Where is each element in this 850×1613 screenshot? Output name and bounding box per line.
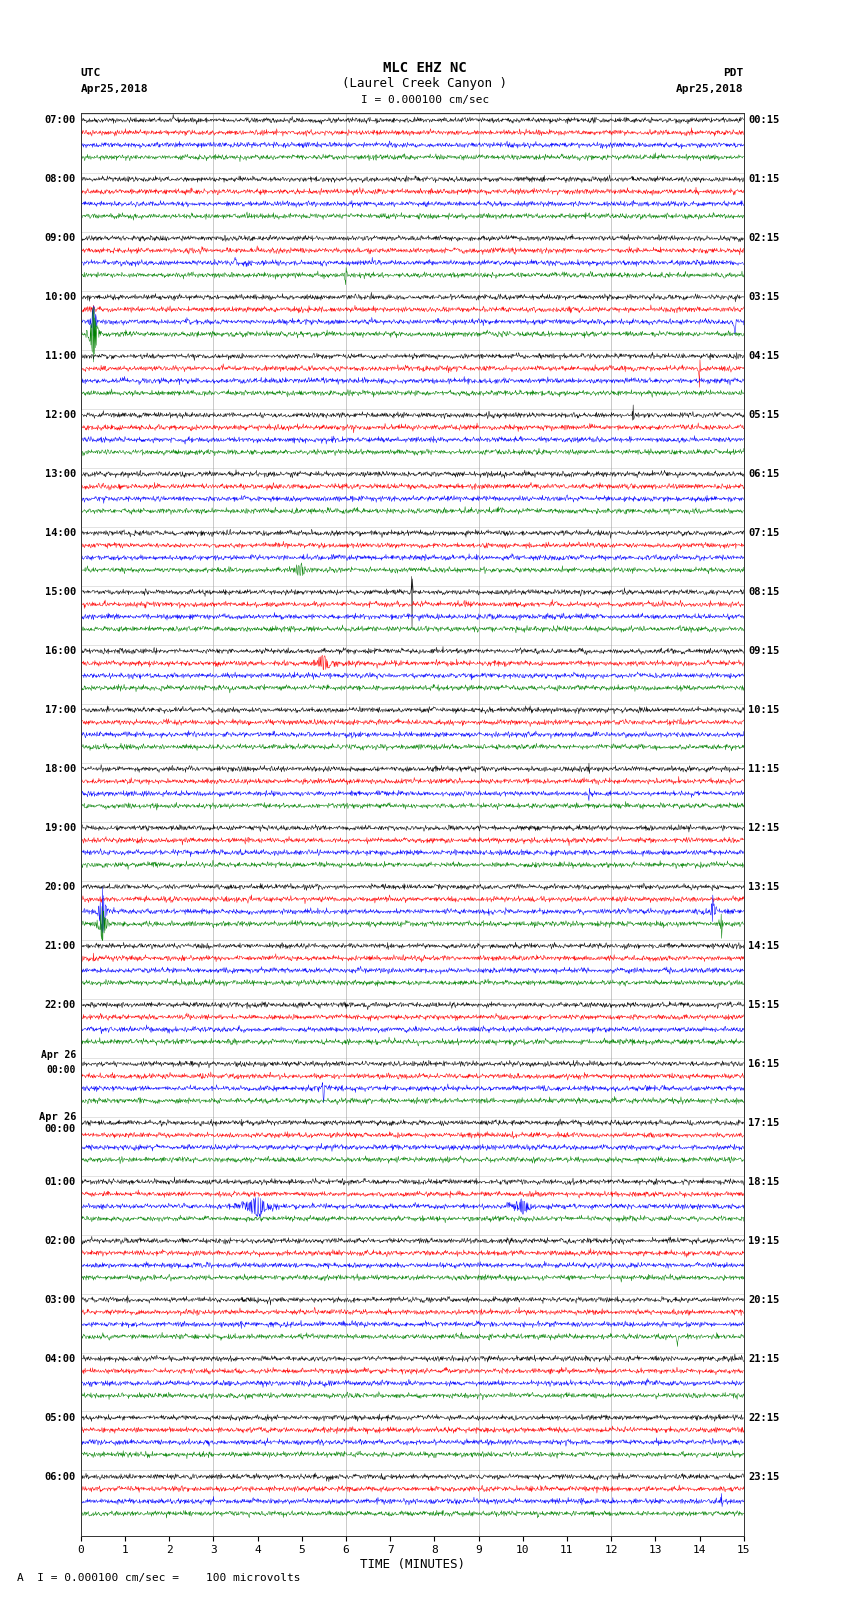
Text: 08:00: 08:00	[45, 174, 76, 184]
Text: 14:00: 14:00	[45, 527, 76, 539]
Text: 01:15: 01:15	[748, 174, 779, 184]
Text: 16:00: 16:00	[45, 647, 76, 656]
Text: 09:15: 09:15	[748, 647, 779, 656]
Text: 09:00: 09:00	[45, 234, 76, 244]
Text: 20:15: 20:15	[748, 1295, 779, 1305]
Text: 02:00: 02:00	[45, 1236, 76, 1245]
Text: 23:15: 23:15	[748, 1471, 779, 1482]
Text: 14:15: 14:15	[748, 940, 779, 952]
Text: (Laurel Creek Canyon ): (Laurel Creek Canyon )	[343, 77, 507, 90]
Text: A  I = 0.000100 cm/sec =    100 microvolts: A I = 0.000100 cm/sec = 100 microvolts	[17, 1573, 301, 1582]
Text: 17:00: 17:00	[45, 705, 76, 715]
Text: 01:00: 01:00	[45, 1177, 76, 1187]
Text: 13:00: 13:00	[45, 469, 76, 479]
Text: 07:00: 07:00	[45, 115, 76, 126]
Text: 06:00: 06:00	[45, 1471, 76, 1482]
Text: 00:15: 00:15	[748, 115, 779, 126]
Text: 16:15: 16:15	[748, 1058, 779, 1069]
Text: 10:15: 10:15	[748, 705, 779, 715]
Text: 02:15: 02:15	[748, 234, 779, 244]
Text: 21:00: 21:00	[45, 940, 76, 952]
Text: 21:15: 21:15	[748, 1353, 779, 1363]
Text: 15:00: 15:00	[45, 587, 76, 597]
Text: Apr25,2018: Apr25,2018	[81, 84, 148, 94]
Text: 10:00: 10:00	[45, 292, 76, 302]
Text: 19:15: 19:15	[748, 1236, 779, 1245]
Text: 03:00: 03:00	[45, 1295, 76, 1305]
X-axis label: TIME (MINUTES): TIME (MINUTES)	[360, 1558, 465, 1571]
Text: 04:00: 04:00	[45, 1353, 76, 1363]
Text: Apr 26: Apr 26	[41, 1050, 76, 1060]
Text: PDT: PDT	[723, 68, 744, 77]
Text: 22:15: 22:15	[748, 1413, 779, 1423]
Text: 08:15: 08:15	[748, 587, 779, 597]
Text: 18:15: 18:15	[748, 1177, 779, 1187]
Text: 00:00: 00:00	[47, 1065, 76, 1074]
Text: 07:15: 07:15	[748, 527, 779, 539]
Text: 11:15: 11:15	[748, 765, 779, 774]
Text: 20:00: 20:00	[45, 882, 76, 892]
Text: 05:00: 05:00	[45, 1413, 76, 1423]
Text: 13:15: 13:15	[748, 882, 779, 892]
Text: 05:15: 05:15	[748, 410, 779, 419]
Text: 03:15: 03:15	[748, 292, 779, 302]
Text: Apr 26
00:00: Apr 26 00:00	[38, 1111, 76, 1134]
Text: I = 0.000100 cm/sec: I = 0.000100 cm/sec	[361, 95, 489, 105]
Text: MLC EHZ NC: MLC EHZ NC	[383, 61, 467, 74]
Text: Apr25,2018: Apr25,2018	[677, 84, 744, 94]
Text: 12:15: 12:15	[748, 823, 779, 832]
Text: 17:15: 17:15	[748, 1118, 779, 1127]
Text: 19:00: 19:00	[45, 823, 76, 832]
Text: UTC: UTC	[81, 68, 101, 77]
Text: 22:00: 22:00	[45, 1000, 76, 1010]
Text: 15:15: 15:15	[748, 1000, 779, 1010]
Text: 06:15: 06:15	[748, 469, 779, 479]
Text: 11:00: 11:00	[45, 352, 76, 361]
Text: 04:15: 04:15	[748, 352, 779, 361]
Text: 12:00: 12:00	[45, 410, 76, 419]
Text: 18:00: 18:00	[45, 765, 76, 774]
